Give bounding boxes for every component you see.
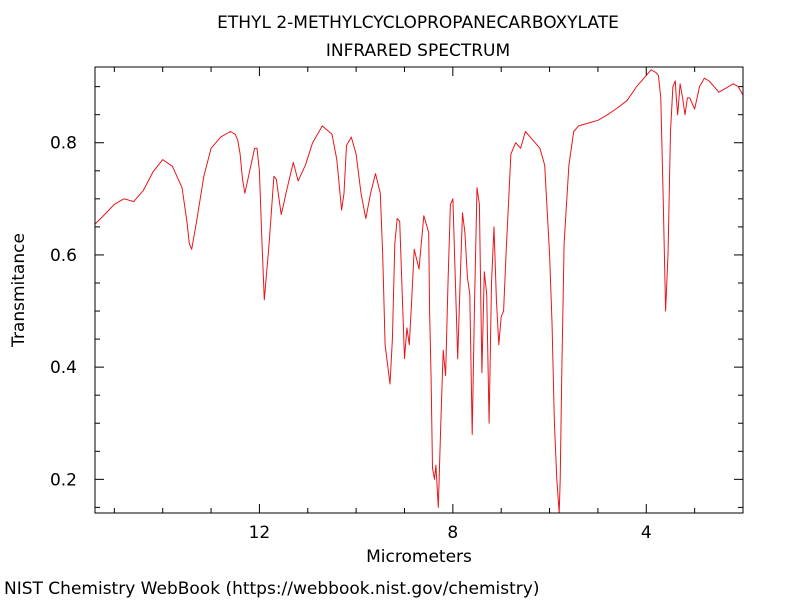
footer-credit: NIST Chemistry WebBook (https://webbook.… [4,579,539,599]
chart-title: ETHYL 2-METHYLCYCLOPROPANECARBOXYLATE [217,13,619,33]
x-tick-label: 8 [447,523,458,543]
y-tick-label: 0.6 [50,246,77,266]
y-axis-label: Transmitance [9,233,29,348]
y-tick-label: 0.8 [50,134,77,154]
x-tick-label: 4 [641,523,652,543]
y-tick-label: 0.2 [50,470,77,490]
plot-frame [94,66,744,514]
x-tick-label: 12 [249,523,271,543]
series-group [94,69,744,514]
axis-ticks [95,67,744,513]
y-tick-label: 0.4 [50,358,77,378]
chart-subtitle: INFRARED SPECTRUM [326,41,510,61]
spectrum-line [94,69,744,514]
tick-labels: 12 8 4 0.2 0.4 0.6 0.8 [50,134,652,543]
x-axis-label: Micrometers [366,547,472,567]
